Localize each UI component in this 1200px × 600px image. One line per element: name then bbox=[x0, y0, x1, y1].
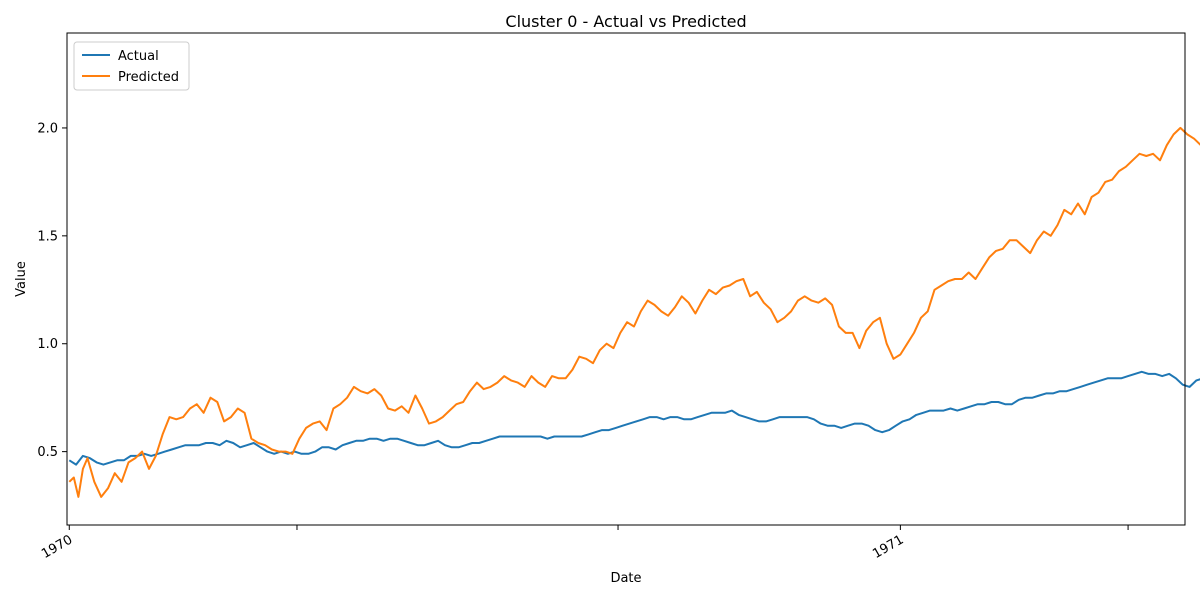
y-tick-label: 0.5 bbox=[37, 445, 58, 460]
legend: Actual Predicted bbox=[73, 41, 190, 91]
y-tick-label: 1.0 bbox=[37, 337, 58, 352]
x-axis-label: Date bbox=[610, 571, 641, 586]
plot-frame bbox=[66, 32, 1186, 526]
y-axis-label: Value bbox=[14, 261, 29, 297]
y-tick-label: 2.0 bbox=[37, 121, 58, 136]
series-line-predicted bbox=[68, 126, 1200, 498]
legend-label-actual: Actual bbox=[118, 49, 159, 64]
legend-label-predicted: Predicted bbox=[118, 70, 179, 85]
chart-title: Cluster 0 - Actual vs Predicted bbox=[505, 12, 746, 31]
y-axis: 0.5 1.0 1.5 2.0 bbox=[37, 121, 67, 460]
y-tick-label: 1.5 bbox=[37, 229, 58, 244]
series-lines bbox=[68, 126, 1200, 498]
series-line-actual bbox=[68, 370, 1200, 466]
